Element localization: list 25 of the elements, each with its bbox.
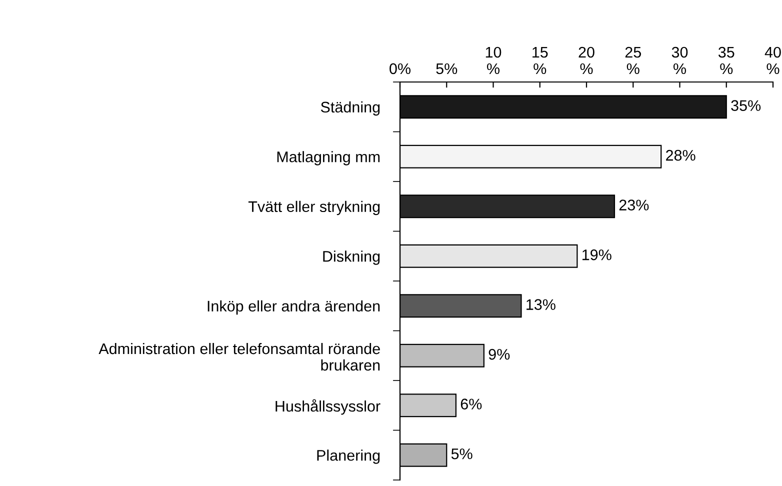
x-tick-label: 35 % — [718, 46, 734, 74]
x-tick-label: 20 % — [578, 46, 594, 74]
y-tick-label: Städning — [320, 101, 380, 116]
y-tick-label: Hushållssysslor — [276, 399, 380, 415]
y-tick-label: Administration eller telefonsamtal rörande brukaren — [98, 342, 380, 371]
data-label: 19% — [582, 249, 612, 260]
y-tick-label: Matlagning mm — [277, 151, 380, 166]
y-tick-label: Tvätt eller strykning — [248, 200, 380, 216]
x-tick-label: 5% — [436, 63, 458, 74]
x-tick-label: 30 % — [672, 46, 688, 74]
data-label: 23% — [619, 200, 649, 210]
x-tick-label: 0% — [390, 63, 410, 74]
y-tick-label: Planering — [317, 450, 380, 464]
x-tick-label: 25 % — [625, 46, 641, 74]
y-tick-label: Diskning — [323, 250, 380, 265]
data-label: 13% — [526, 299, 556, 310]
y-tick-label: Inköp eller andra ärenden — [208, 300, 380, 315]
data-label: 5% — [451, 448, 472, 460]
data-label: 6% — [460, 398, 482, 410]
data-label: 28% — [666, 150, 696, 161]
data-label: 35% — [731, 100, 761, 111]
x-tick-label: 10 % — [486, 46, 502, 74]
x-tick-label: 40 % — [764, 46, 781, 74]
data-label: 9% — [488, 348, 510, 360]
x-tick-label: 15 % — [532, 47, 548, 74]
